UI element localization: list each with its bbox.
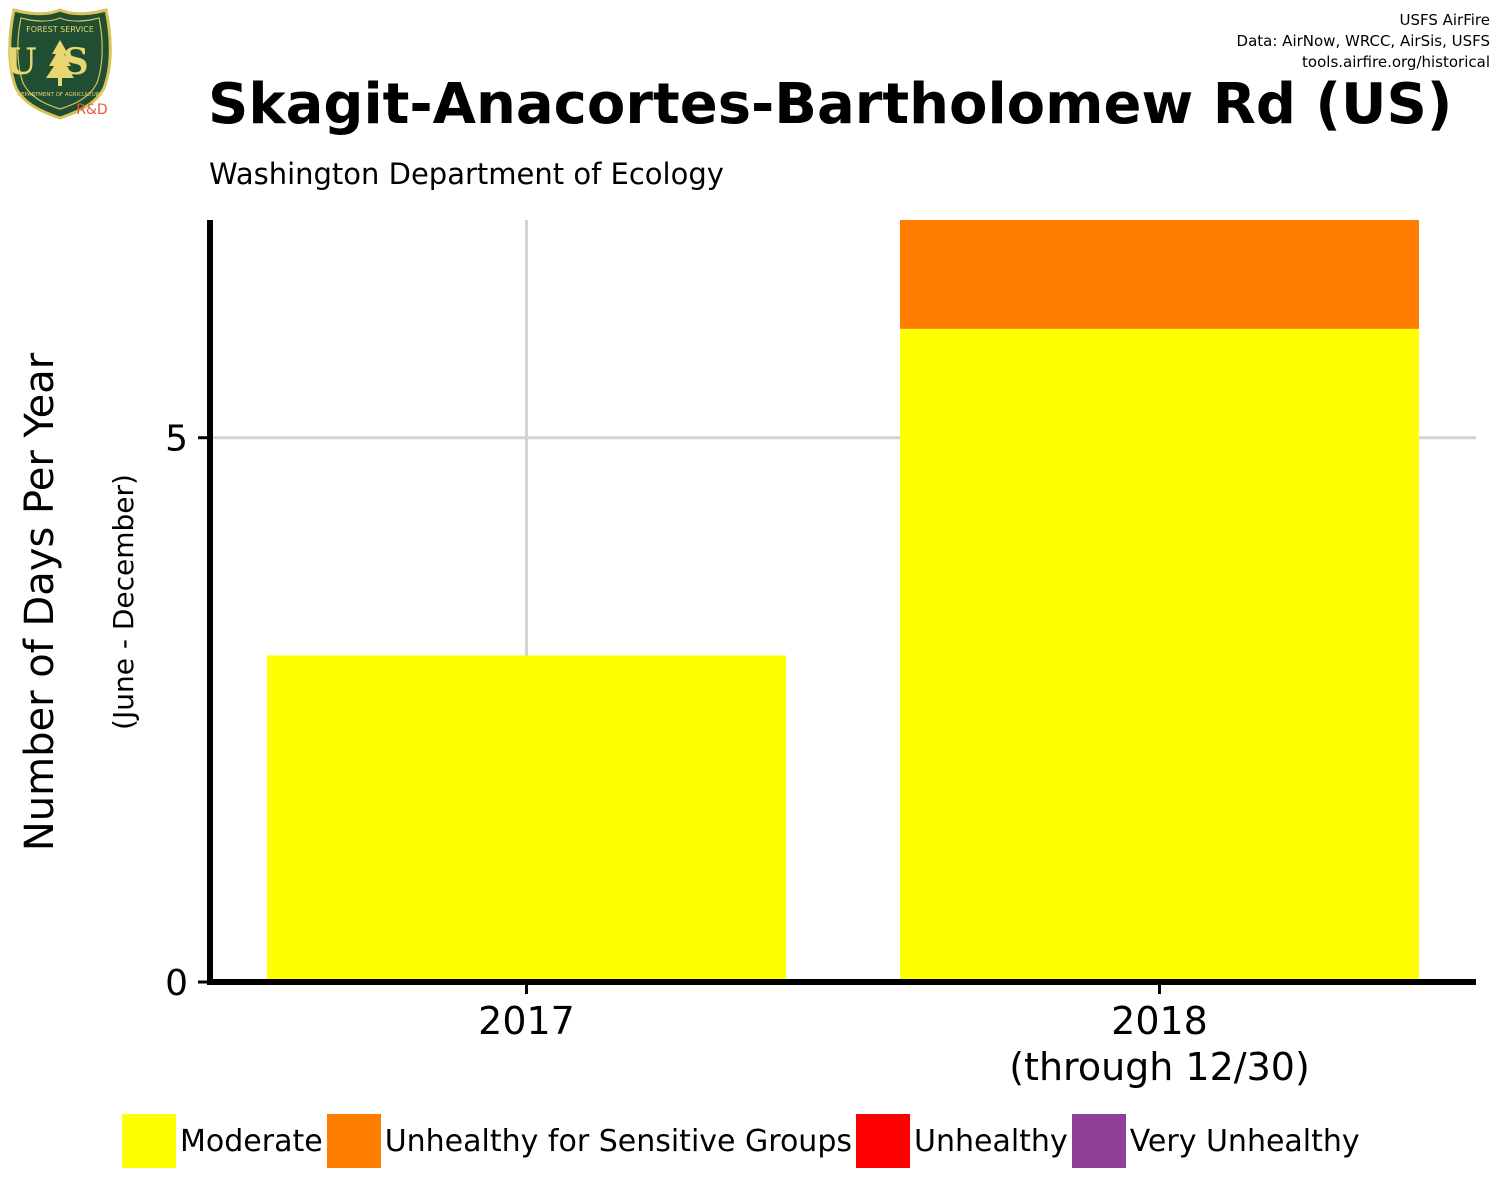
legend-swatch xyxy=(122,1114,176,1168)
x-tick-label: 2017 xyxy=(478,999,575,1043)
y-tick-label: 5 xyxy=(165,419,188,460)
legend-swatch xyxy=(1071,1114,1126,1168)
legend-label: Moderate xyxy=(180,1123,323,1159)
usfs-shield-logo: FOREST SERVICE US DEPARTMENT OF AGRICULT… xyxy=(8,8,112,120)
credit-line: Data: AirNow, WRCC, AirSis, USFS xyxy=(1236,32,1490,50)
credit-line: tools.airfire.org/historical xyxy=(1302,53,1490,71)
y-axis-title: Number of Days Per Year xyxy=(17,352,63,851)
legend-item: Unhealthy xyxy=(856,1114,1068,1168)
logo-bottom-text: DEPARTMENT OF AGRICULTURE xyxy=(17,92,104,98)
bars xyxy=(266,220,1420,982)
chart-subtitle: Washington Department of Ecology xyxy=(209,157,724,191)
x-tick-label: 2018 xyxy=(1111,999,1208,1043)
logo-tag: R&D xyxy=(76,102,107,118)
legend-item: Moderate xyxy=(122,1114,323,1168)
legend: Moderate Unhealthy for Sensitive Groups Un… xyxy=(122,1113,1364,1169)
bar-segment xyxy=(266,655,787,982)
credit-line: USFS AirFire xyxy=(1399,11,1490,29)
y-axis-subtitle: (June - December) xyxy=(107,474,140,730)
shield-inner xyxy=(17,17,103,110)
legend-swatch xyxy=(856,1114,910,1168)
legend-swatch xyxy=(326,1114,381,1168)
credits: USFS AirFire Data: AirNow, WRCC, AirSis,… xyxy=(1237,10,1490,73)
bar-segment xyxy=(899,220,1420,329)
y-tick-label: 0 xyxy=(165,963,188,1004)
logo-top-text: FOREST SERVICE xyxy=(26,25,94,34)
legend-item: Very Unhealthy xyxy=(1071,1114,1360,1168)
bar-segment xyxy=(899,328,1420,982)
tree-icon xyxy=(46,40,74,86)
axes xyxy=(198,220,1476,994)
legend-label: Unhealthy for Sensitive Groups xyxy=(384,1123,852,1159)
x-tick-label: (through 12/30) xyxy=(1009,1045,1310,1089)
chart-title: Skagit-Anacortes-Bartholomew Rd (US) xyxy=(208,72,1453,137)
legend-label: Very Unhealthy xyxy=(1129,1123,1360,1159)
axis-labels: 0 5 2017 2018(through 12/30) Number of Days … xyxy=(17,352,1310,1089)
legend-label: Unhealthy xyxy=(914,1123,1068,1159)
legend-item: Unhealthy for Sensitive Groups xyxy=(326,1114,852,1168)
